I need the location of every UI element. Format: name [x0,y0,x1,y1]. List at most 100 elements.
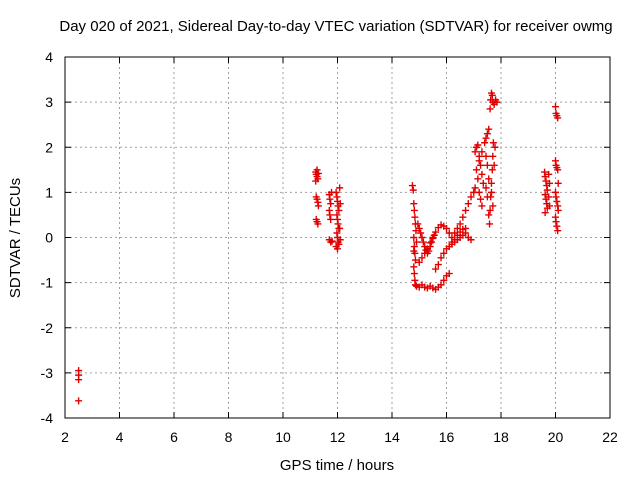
data-point [312,177,320,185]
data-point [467,236,475,244]
data-point [440,249,448,257]
y-tick-label: 3 [45,94,53,110]
data-point [471,148,479,156]
data-point [451,229,459,237]
data-point [411,281,419,289]
data-point [543,186,551,194]
data-point [554,227,562,235]
data-point [459,231,467,239]
data-point [327,200,335,208]
data-point [482,134,490,142]
data-point [327,215,335,223]
data-point [415,224,423,232]
x-tick-label: 20 [548,429,564,445]
data-point [552,103,559,111]
data-point [75,397,83,405]
data-point [475,188,483,196]
data-point [336,184,344,192]
data-point [417,229,425,237]
data-point [335,206,343,214]
x-tick-label: 8 [225,429,233,445]
data-point [326,195,334,203]
x-tick-label: 22 [602,429,618,445]
data-point [413,238,421,246]
data-point [493,98,501,106]
data-point [334,245,341,253]
data-point [488,91,496,99]
data-point [546,202,554,210]
data-point [334,220,342,228]
data-point [410,206,418,214]
data-point [410,234,418,241]
y-tick-label: 2 [45,139,53,155]
data-point [545,170,553,178]
data-point [410,200,418,208]
data-point [554,166,562,174]
data-point [332,188,340,196]
data-point [489,202,497,210]
data-point [440,276,448,284]
data-point [486,206,494,214]
y-tick-label: -4 [41,410,54,426]
data-point [336,236,344,244]
data-point [477,195,485,203]
data-point [429,234,437,241]
data-point [479,179,487,187]
data-points [75,89,562,405]
data-point [487,193,495,201]
data-point [314,202,322,210]
data-point [488,166,496,174]
x-tick-label: 10 [275,429,291,445]
data-point [336,200,344,208]
data-point [475,157,483,165]
data-point [486,220,494,228]
data-point [477,161,485,169]
data-point [541,191,549,199]
data-point [445,270,453,278]
data-point [314,169,322,177]
data-point [411,213,419,221]
data-point [467,193,475,201]
data-point [490,161,498,169]
data-point [421,249,429,257]
data-point [326,211,334,219]
data-point [411,256,419,264]
data-point [414,220,422,228]
data-point [432,228,440,236]
data-point [483,161,491,169]
data-point [472,166,480,174]
data-point [478,202,486,210]
x-tick-label: 18 [493,429,509,445]
data-point [483,130,491,138]
axis-ticks [64,56,611,419]
x-axis-label: GPS time / hours [280,457,394,474]
y-tick-label: -2 [41,320,54,336]
data-point [327,238,335,246]
data-point [410,247,418,255]
data-point [552,193,560,201]
data-point [487,188,495,196]
data-point [432,265,440,273]
data-point [485,125,493,133]
data-point [482,152,490,160]
data-point [328,237,336,245]
data-point [443,224,450,232]
data-point [464,200,472,208]
x-tick-label: 12 [330,429,346,445]
data-point [541,173,549,181]
y-axis-label: SDTVAR / TECUs [7,178,24,298]
data-point [336,224,344,232]
x-tick-label: 6 [170,429,178,445]
x-tick-label: 4 [116,429,124,445]
data-point [554,206,562,214]
data-point [553,222,561,230]
x-tick-label: 14 [384,429,400,445]
data-point [552,218,560,226]
data-point [485,211,493,219]
data-point [478,148,486,156]
data-point [542,177,550,185]
data-point [313,195,321,203]
data-point [409,186,417,194]
data-point [485,175,493,183]
